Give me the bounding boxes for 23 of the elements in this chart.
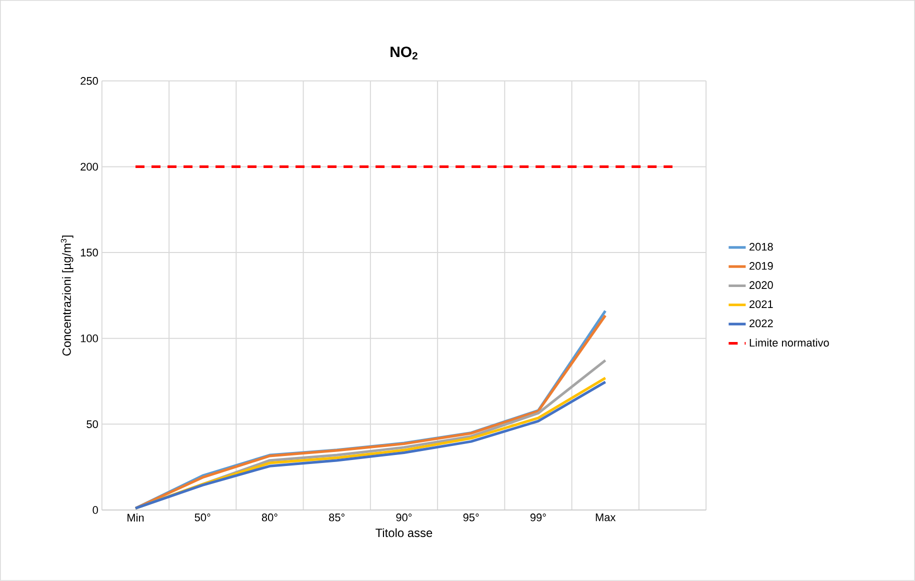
x-tick-label: 85° (329, 514, 344, 522)
legend-label: 2021 (750, 300, 773, 308)
y-tick-label: 100 (80, 334, 98, 342)
legend-label: 2022 (750, 319, 773, 328)
legend-label: 2020 (750, 281, 773, 289)
legend-label: Limite normativo (750, 338, 829, 347)
x-tick-label: 99° (530, 514, 546, 522)
x-tick-label: Min (128, 514, 144, 522)
x-tick-label: Max (596, 514, 616, 522)
y-tick-label: 250 (80, 77, 98, 85)
x-tick-label: 95° (463, 514, 479, 522)
y-axis-title: Concentrazioni [µg/m$^{3}$] (60, 236, 74, 356)
y-tick-label: 0 (92, 506, 98, 514)
x-tick-label: 80° (262, 514, 278, 522)
legend-label: 2019 (750, 262, 773, 270)
x-tick-label: 90° (396, 514, 412, 522)
y-tick-label: 200 (80, 162, 98, 171)
y-tick-label: 150 (80, 248, 98, 256)
legend-label: 2018 (750, 242, 773, 251)
chart-title: NO$_{2}$ (390, 46, 418, 60)
x-axis-title: Titolo asse (376, 528, 432, 538)
y-tick-label: 50 (86, 420, 98, 428)
x-tick-label: 50° (194, 514, 210, 522)
